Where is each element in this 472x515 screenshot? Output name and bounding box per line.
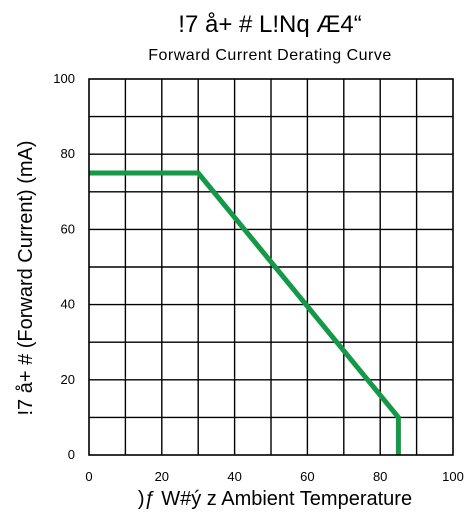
y-tick-label: 100: [53, 71, 75, 86]
series-line-0: [89, 170, 401, 455]
x-tick-label: 20: [155, 469, 169, 484]
x-tick-label: 80: [373, 469, 387, 484]
y-tick-label: 60: [61, 221, 75, 236]
grid-lines: [89, 79, 453, 455]
x-axis-label: )ƒ W#ý z Ambient Temperature: [138, 488, 412, 510]
y-tick-label: 0: [68, 447, 75, 462]
y-axis-label: !7 å+ # (Forward Current) (mA): [15, 140, 37, 415]
series-layer: [89, 170, 401, 455]
y-tick-label: 40: [61, 297, 75, 312]
y-tick-labels: 0 20 40 60 80 100: [53, 71, 75, 462]
x-tick-label: 60: [300, 469, 314, 484]
x-tick-label: 0: [85, 469, 92, 484]
chart-subtitle: Forward Current Derating Curve: [148, 47, 392, 64]
y-tick-label: 80: [61, 146, 75, 161]
chart-title: !7 å+ # L!Nq Æ4“: [178, 11, 361, 38]
x-tick-labels: 0 20 40 60 80 100: [85, 469, 463, 484]
x-tick-label: 100: [442, 469, 464, 484]
y-tick-label: 20: [61, 372, 75, 387]
x-tick-label: 40: [227, 469, 241, 484]
plot-frame: [88, 78, 454, 456]
